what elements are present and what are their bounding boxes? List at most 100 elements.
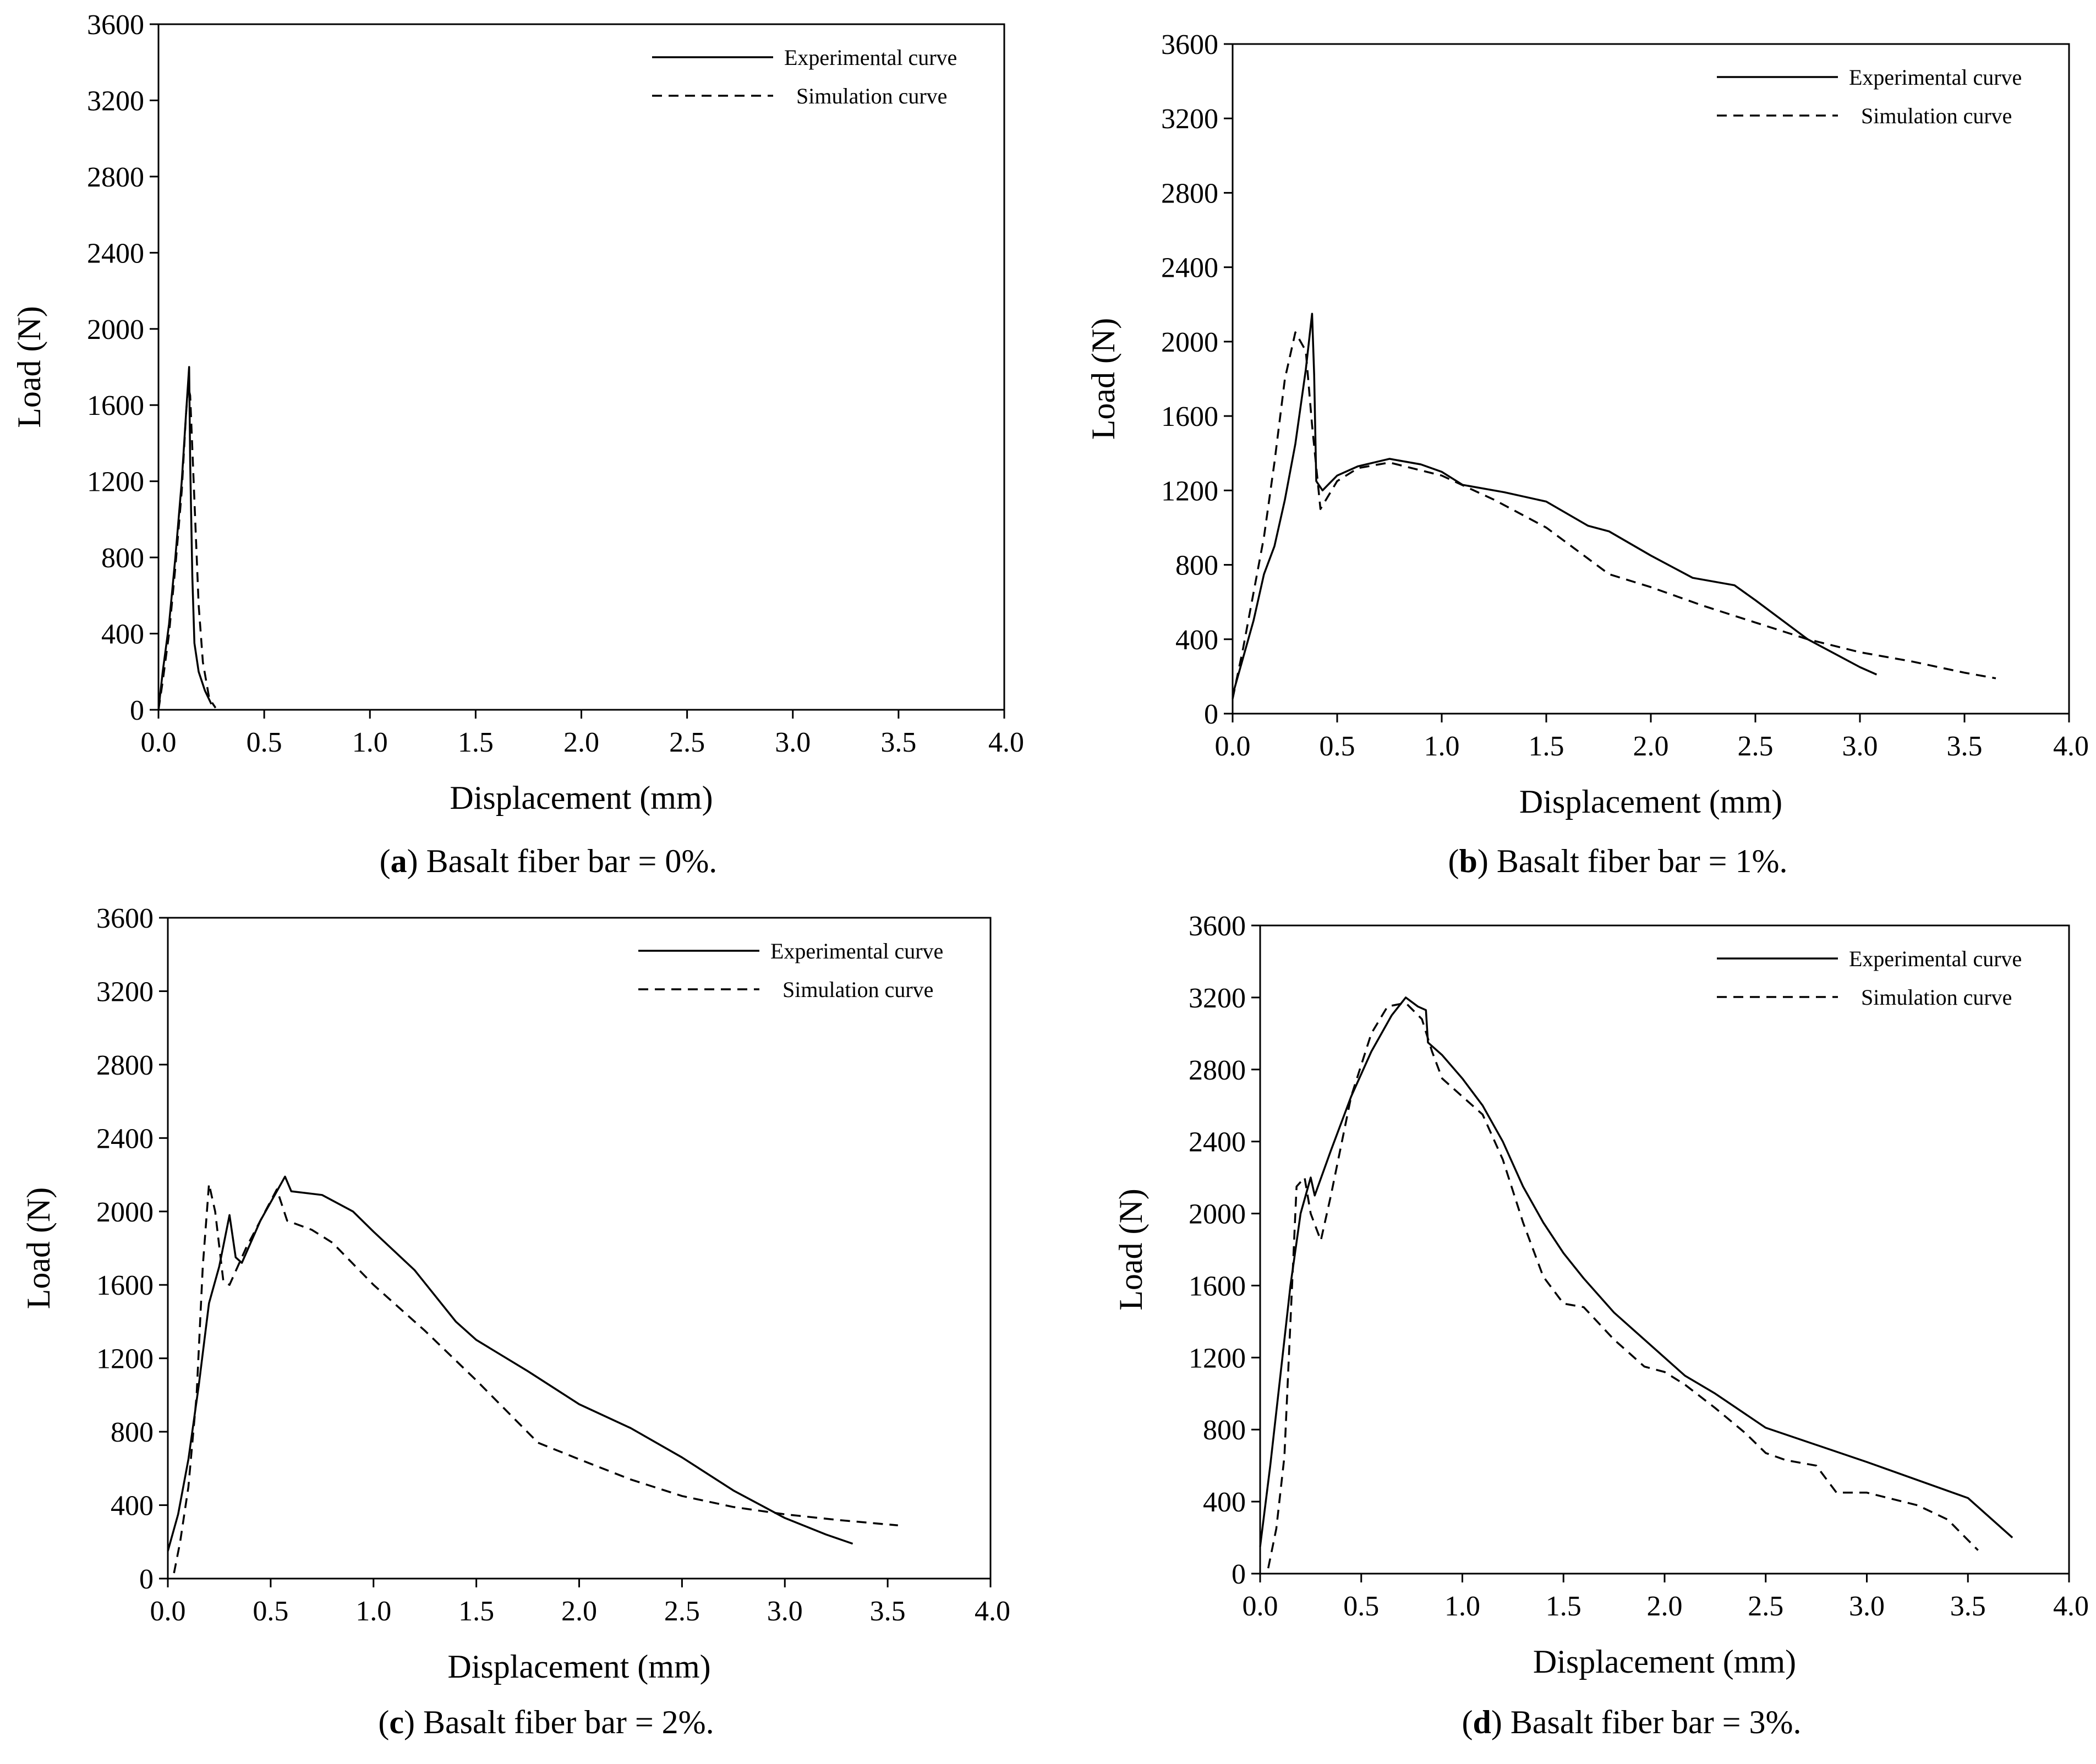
x-tick-label: 3.5 xyxy=(1950,1591,1986,1622)
y-axis-title: Load (N) xyxy=(1113,1188,1149,1311)
x-tick-label: 0.0 xyxy=(141,727,177,758)
legend-label: Simulation curve xyxy=(796,84,947,108)
caption-letter: d xyxy=(1473,1704,1491,1740)
y-tick-label: 800 xyxy=(1175,550,1218,582)
y-tick-label: 3200 xyxy=(1161,103,1218,135)
plot-frame xyxy=(1232,43,2070,715)
plot-frame xyxy=(157,23,1005,711)
y-tick-label: 1200 xyxy=(1161,475,1218,507)
x-tick-label: 0.0 xyxy=(150,1596,186,1627)
x-tick-label: 1.5 xyxy=(1529,731,1564,762)
panel-caption: (b) Basalt fiber bar = 1%. xyxy=(1448,843,1787,879)
y-tick-label: 0 xyxy=(1232,1559,1246,1590)
caption-paren: ) xyxy=(407,843,426,879)
x-tick-label: 3.0 xyxy=(775,727,811,758)
legend-label: Experimental curve xyxy=(784,45,957,70)
y-tick-label: 1600 xyxy=(1189,1270,1246,1302)
y-tick-label: 400 xyxy=(1175,624,1218,656)
y-tick-label: 2000 xyxy=(87,314,144,346)
x-tick-label: 3.5 xyxy=(880,727,916,758)
legend-label: Simulation curve xyxy=(1861,103,2012,128)
series-line-simulation xyxy=(157,385,217,710)
x-tick-label: 2.0 xyxy=(561,1596,597,1627)
chart-panel-b: 0 400 800 1200 1600 2000 2400 2800 3200 3600 0.0 0.… xyxy=(1085,29,2089,879)
y-tick-label: 400 xyxy=(111,1491,154,1522)
legend-label: Simulation curve xyxy=(782,977,933,1002)
y-tick-label: 800 xyxy=(1203,1415,1246,1446)
x-tick-label: 0.5 xyxy=(247,727,282,758)
plot-frame xyxy=(1259,924,2070,1575)
x-tick-label: 2.5 xyxy=(669,727,705,758)
y-tick-label: 2800 xyxy=(96,1050,154,1081)
series-line-simulation xyxy=(1232,331,1996,699)
panel-caption: (d) Basalt fiber bar = 3%. xyxy=(1462,1704,1801,1740)
caption-paren: ) xyxy=(1477,843,1497,879)
x-tick-label: 2.0 xyxy=(1647,1591,1683,1622)
x-tick-label: 4.0 xyxy=(2053,1591,2089,1622)
x-tick-label: 4.0 xyxy=(975,1596,1010,1627)
x-tick-label: 1.0 xyxy=(355,1596,391,1627)
x-tick-label: 1.5 xyxy=(458,1596,494,1627)
x-tick-label: 0.0 xyxy=(1243,1591,1278,1622)
y-tick-label: 1200 xyxy=(1189,1343,1246,1374)
y-tick-label: 1200 xyxy=(96,1344,154,1375)
panel-caption: (c) Basalt fiber bar = 2%. xyxy=(378,1704,714,1740)
y-tick-label: 3600 xyxy=(1161,29,1218,61)
legend-label: Experimental curve xyxy=(1849,946,2022,971)
y-axis-title: Load (N) xyxy=(20,1187,57,1310)
caption-paren: ( xyxy=(1462,1704,1473,1740)
y-axis-title: Load (N) xyxy=(11,306,47,428)
y-tick-label: 2000 xyxy=(1161,327,1218,358)
x-axis-title: Displacement (mm) xyxy=(1519,784,1782,820)
y-tick-label: 1600 xyxy=(96,1270,154,1301)
x-tick-label: 1.0 xyxy=(352,727,388,758)
y-tick-label: 3200 xyxy=(1189,983,1246,1014)
series-line-simulation xyxy=(1267,1001,1979,1569)
x-tick-label: 1.0 xyxy=(1424,731,1460,762)
y-tick-label: 800 xyxy=(101,543,144,574)
x-tick-label: 0.5 xyxy=(1343,1591,1379,1622)
y-tick-label: 1600 xyxy=(1161,401,1218,432)
caption-text: Basalt fiber bar = 0%. xyxy=(426,843,718,879)
caption-text: Basalt fiber bar = 3%. xyxy=(1511,1704,1802,1740)
y-tick-label: 2800 xyxy=(87,162,144,193)
x-tick-label: 0.5 xyxy=(253,1596,288,1627)
y-tick-label: 3600 xyxy=(96,903,154,934)
y-tick-label: 800 xyxy=(111,1417,154,1448)
x-axis-title: Displacement (mm) xyxy=(1533,1644,1796,1680)
series-line-simulation xyxy=(173,1182,898,1574)
x-tick-label: 2.5 xyxy=(664,1596,700,1627)
x-tick-label: 1.0 xyxy=(1444,1591,1480,1622)
x-tick-label: 4.0 xyxy=(988,727,1024,758)
y-tick-label: 2800 xyxy=(1189,1055,1246,1086)
x-tick-label: 2.0 xyxy=(1633,731,1669,762)
y-tick-label: 3600 xyxy=(87,9,144,41)
series-line-experimental xyxy=(1232,313,1878,695)
legend-label: Experimental curve xyxy=(1849,65,2022,90)
x-tick-label: 3.5 xyxy=(870,1596,906,1627)
x-tick-label: 1.5 xyxy=(1546,1591,1581,1622)
y-tick-label: 1200 xyxy=(87,467,144,498)
caption-text: Basalt fiber bar = 2%. xyxy=(423,1704,714,1740)
caption-letter: c xyxy=(389,1704,404,1740)
x-axis-title: Displacement (mm) xyxy=(450,780,713,816)
x-axis-title: Displacement (mm) xyxy=(447,1648,710,1685)
x-tick-label: 3.0 xyxy=(1849,1591,1885,1622)
y-tick-label: 2400 xyxy=(96,1123,154,1154)
x-tick-label: 3.0 xyxy=(1842,731,1878,762)
caption-letter: a xyxy=(391,843,407,879)
x-tick-label: 2.5 xyxy=(1748,1591,1783,1622)
y-tick-label: 400 xyxy=(1203,1487,1246,1518)
y-tick-label: 2800 xyxy=(1161,178,1218,209)
legend-label: Experimental curve xyxy=(770,939,943,963)
caption-paren: ) xyxy=(404,1704,423,1740)
caption-paren: ) xyxy=(1491,1704,1511,1740)
y-tick-label: 1600 xyxy=(87,390,144,421)
chart-panel-c: 0 400 800 1200 1600 2000 2400 2800 3200 3600 0.0 0.… xyxy=(20,903,1010,1740)
chart-panel-d: 0 400 800 1200 1600 2000 2400 2800 3200 3600 0.0 0.… xyxy=(1113,911,2089,1740)
x-tick-label: 2.0 xyxy=(563,727,599,758)
x-tick-label: 2.5 xyxy=(1738,731,1774,762)
y-tick-label: 400 xyxy=(101,619,144,650)
y-tick-label: 0 xyxy=(1204,699,1218,730)
